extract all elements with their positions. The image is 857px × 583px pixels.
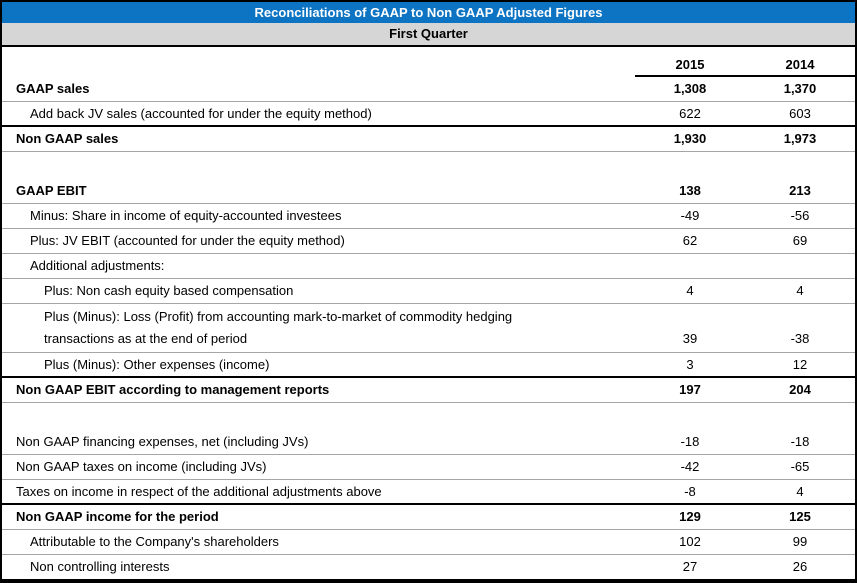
row-label: Plus: Non cash equity based compensation: [44, 283, 294, 298]
value-2015: 27: [682, 559, 698, 574]
row-label: Taxes on income in respect of the additi…: [16, 484, 382, 499]
table-row: Plus: JV EBIT (accounted for under the e…: [2, 229, 855, 254]
value-2014: -18: [790, 434, 810, 449]
row-label: Plus: JV EBIT (accounted for under the e…: [30, 233, 345, 248]
table-row: Plus: Non cash equity based compensation…: [2, 279, 855, 304]
value-2015: -18: [680, 434, 700, 449]
table-row: Non GAAP financing expenses, net (includ…: [2, 430, 855, 455]
table-body: GAAP sales 1,308 1,370 Add back JV sales (a…: [2, 77, 855, 579]
value-2015: 622: [679, 106, 701, 121]
table-row: Non GAAP sales 1,930 1,973: [2, 127, 855, 152]
value-2015: 129: [679, 509, 701, 524]
row-label: Non GAAP income for the period: [16, 509, 219, 524]
value-2014: 99: [792, 534, 808, 549]
table-subtitle: First Quarter: [2, 23, 855, 47]
table-row: GAAP EBIT 138 213: [2, 179, 855, 204]
row-label: Plus (Minus): Other expenses (income): [44, 357, 270, 372]
table-row: GAAP sales 1,308 1,370: [2, 77, 855, 102]
value-2014: -56: [790, 208, 810, 223]
row-label: Non GAAP taxes on income (including JVs): [16, 459, 267, 474]
table-row: Non GAAP income for the period 129 125: [2, 505, 855, 530]
spacer-gap: [2, 47, 855, 55]
table-row: Non controlling interests 27 26: [2, 555, 855, 579]
value-2015: 39: [682, 331, 698, 346]
row-label: Non controlling interests: [30, 559, 170, 574]
row-label: Plus (Minus): Loss (Profit) from account…: [44, 309, 513, 346]
row-label: Minus: Share in income of equity-account…: [30, 208, 342, 223]
row-label: GAAP sales: [16, 81, 90, 96]
value-2015: -8: [684, 484, 696, 499]
row-label: Non GAAP financing expenses, net (includ…: [16, 434, 309, 449]
value-2014: 1,370: [783, 81, 817, 96]
value-2015: 3: [686, 357, 694, 372]
column-header-2014: 2014: [745, 55, 855, 77]
row-label: Additional adjustments:: [30, 258, 165, 273]
value-2014: 4: [796, 484, 804, 499]
value-2014: 4: [796, 283, 804, 298]
value-2014: 125: [789, 509, 811, 524]
value-2015: 197: [679, 382, 701, 397]
value-2014: 213: [789, 183, 811, 198]
row-label: Add back JV sales (accounted for under t…: [30, 106, 372, 121]
empty-row: [2, 152, 855, 179]
table-row: Additional adjustments:: [2, 254, 855, 279]
table-row: Plus (Minus): Loss (Profit) from account…: [2, 304, 855, 353]
column-header-2015: 2015: [635, 55, 745, 77]
table-title: Reconciliations of GAAP to Non GAAP Adju…: [2, 2, 855, 23]
column-header-spacer: [2, 55, 635, 77]
table-row: Attributable to the Company's shareholde…: [2, 530, 855, 555]
table-row: Plus (Minus): Other expenses (income) 3 12: [2, 353, 855, 378]
value-2015: 1,308: [673, 81, 707, 96]
value-2014: -38: [790, 331, 810, 346]
column-header-row: 2015 2014: [2, 55, 855, 77]
table-row: Add back JV sales (accounted for under t…: [2, 102, 855, 127]
value-2015: [635, 254, 745, 278]
table-row: Non GAAP taxes on income (including JVs)…: [2, 455, 855, 480]
row-label: Attributable to the Company's shareholde…: [30, 534, 279, 549]
value-2014: 69: [792, 233, 808, 248]
value-2015: 1,930: [673, 131, 707, 146]
row-label: GAAP EBIT: [16, 183, 87, 198]
value-2014: 603: [789, 106, 811, 121]
table-row: Taxes on income in respect of the additi…: [2, 480, 855, 505]
value-2015: 62: [682, 233, 698, 248]
value-2014: 204: [789, 382, 811, 397]
value-2015: 138: [679, 183, 701, 198]
table-row: Non GAAP EBIT according to management re…: [2, 378, 855, 403]
value-2014: [745, 254, 855, 278]
value-2015: -42: [680, 459, 700, 474]
value-2015: -49: [680, 208, 700, 223]
row-label: Non GAAP EBIT according to management re…: [16, 382, 330, 397]
value-2014: -65: [790, 459, 810, 474]
row-label: Non GAAP sales: [16, 131, 119, 146]
value-2014: 1,973: [783, 131, 817, 146]
value-2014: 26: [792, 559, 808, 574]
value-2015: 102: [679, 534, 701, 549]
empty-row: [2, 403, 855, 430]
value-2014: 12: [792, 357, 808, 372]
table-row: Minus: Share in income of equity-account…: [2, 204, 855, 229]
value-2015: 4: [686, 283, 694, 298]
